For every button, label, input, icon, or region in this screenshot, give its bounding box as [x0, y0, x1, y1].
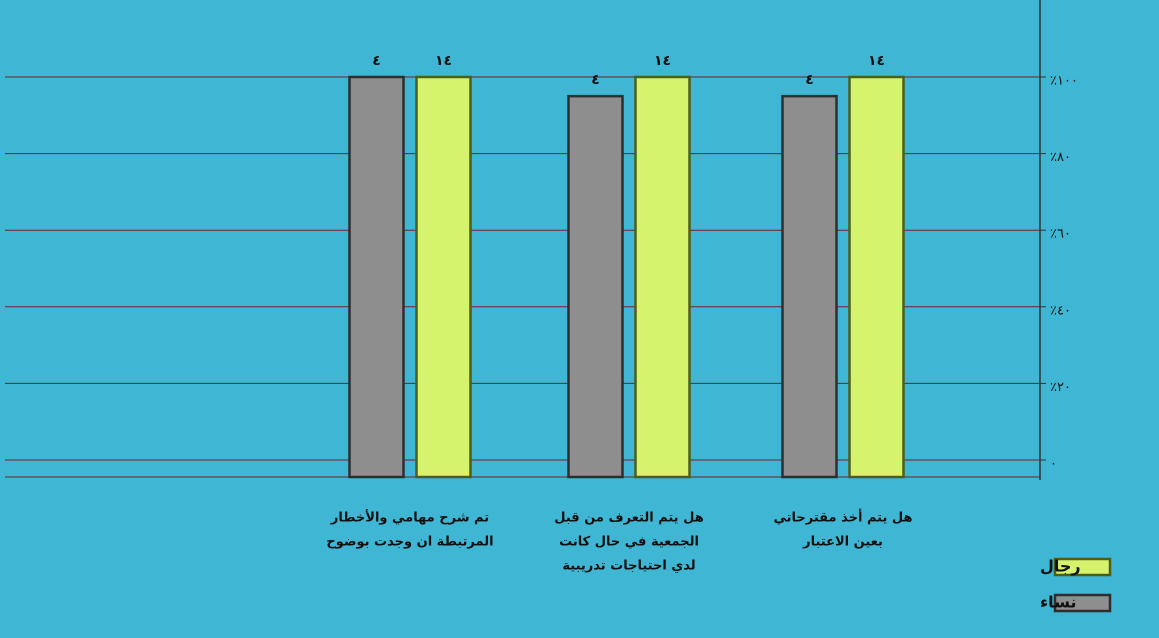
data-label: ١٤: [868, 53, 885, 69]
data-label: ٤: [805, 72, 814, 88]
x-tick-label: الجمعية في حال كانت: [559, 535, 699, 550]
bar: [848, 75, 905, 479]
y-tick-label: ٪٤٠: [1050, 303, 1071, 318]
data-label: ٤: [372, 53, 381, 69]
bar: [781, 94, 838, 479]
legend-swatch: [1053, 593, 1112, 613]
data-label: ٤: [591, 72, 600, 88]
x-tick-label: تم شرح مهامي والأخطار: [330, 509, 489, 526]
legend-label: نساء: [1040, 593, 1076, 612]
x-tick-label: بعين الاعتبار: [802, 535, 883, 550]
x-tick-label: هل يتم أخذ مقترحاتي: [774, 509, 913, 526]
data-label: ١٤: [654, 53, 671, 69]
data-label: ١٤: [435, 53, 452, 69]
y-tick-label: ٪٢٠: [1050, 380, 1071, 395]
bar: [415, 75, 472, 479]
legend-label: رجال: [1040, 557, 1081, 576]
y-tick-label: ٪٨٠: [1050, 150, 1071, 165]
bar: [634, 75, 691, 479]
x-tick-label: المرتبطة ان وجدت بوضوح: [326, 535, 493, 550]
y-tick-label: ٪٦٠: [1050, 227, 1071, 242]
y-tick-label: ٪١٠٠: [1050, 74, 1078, 89]
legend-swatch: [1053, 557, 1112, 577]
bar: [567, 94, 624, 479]
bar: [348, 75, 405, 479]
y-tick-label: ٠: [1050, 457, 1057, 472]
x-tick-label: لدي احتياجات تدريبية: [562, 559, 695, 574]
x-tick-label: هل يتم التعرف من قبل: [554, 511, 703, 526]
